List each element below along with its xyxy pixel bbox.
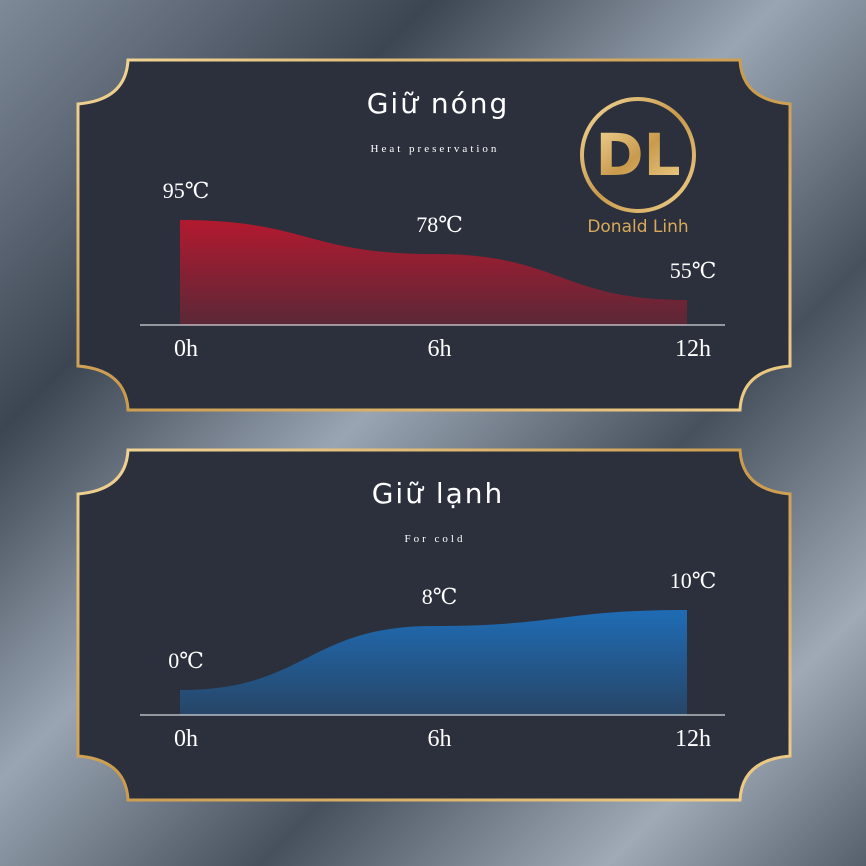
logo-mark: DL [595,121,680,189]
x-tick-label: 12h [675,726,711,752]
x-tick-label: 0h [174,336,198,362]
value-label: 10℃ [670,568,717,593]
chart-subtitle: For cold [405,533,466,545]
brand: Donald Linh [587,217,688,237]
value-label: 0℃ [168,648,204,673]
x-tick-label: 12h [675,336,711,362]
area [180,220,687,325]
chart-title: Giữ nóng [367,87,510,120]
value-label: 78℃ [416,212,463,237]
value-label: 8℃ [422,584,458,609]
logo-ring [580,97,696,213]
x-tick-label: 0h [174,726,198,752]
area [180,610,687,715]
chart-subtitle: Heat preservation [371,143,500,155]
x-tick-label: 6h [428,336,452,362]
value-label: 55℃ [670,258,717,283]
value-label: 95℃ [163,178,210,203]
x-tick-label: 6h [428,726,452,752]
chart-title: Giữ lạnh [372,477,505,510]
logo: DL Donald Linh [580,97,696,237]
